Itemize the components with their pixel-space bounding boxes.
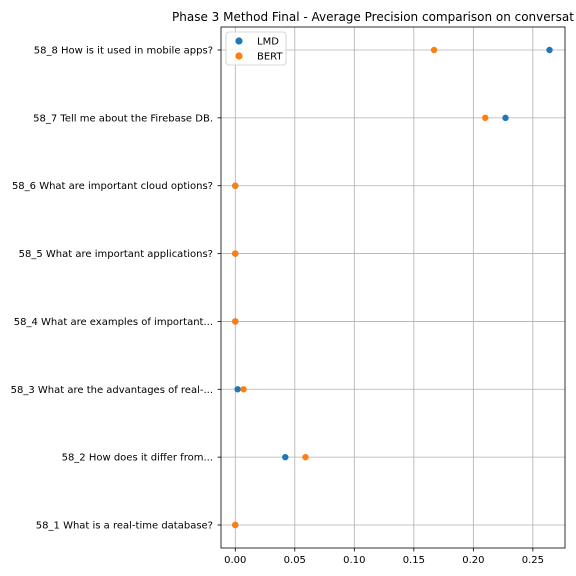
legend-label-lmd: LMD	[257, 37, 279, 48]
legend-label-bert: BERT	[257, 52, 283, 63]
plot-frame	[220, 26, 566, 549]
x-tick-label: 0.25	[522, 555, 544, 566]
y-tick-label: 58_6 What are important cloud options?	[12, 181, 213, 192]
data-point-bert	[232, 521, 239, 529]
x-tick-label: 0.10	[343, 555, 365, 566]
legend-marker-lmd	[235, 37, 243, 45]
y-axis: 58_1 What is a real-time database? 58_2 H…	[11, 46, 221, 532]
data-point-lmd	[282, 453, 289, 461]
x-axis: 0.00 0.05 0.10 0.15 0.20 0.25	[224, 548, 544, 566]
chart-title: Phase 3 Method Final - Average Precision…	[172, 10, 574, 24]
data-point-bert	[302, 453, 309, 461]
data-point-lmd	[546, 46, 553, 54]
data-points	[232, 46, 553, 529]
y-tick-label: 58_4 What are examples of important...	[14, 317, 213, 328]
data-point-lmd	[234, 386, 241, 393]
y-tick-label: 58_7 Tell me about the Firebase DB.	[33, 113, 213, 124]
x-tick-label: 0.00	[224, 555, 246, 566]
y-tick-label: 58_5 What are important applications?	[19, 249, 213, 260]
y-tick-label: 58_8 How is it used in mobile apps?	[34, 46, 213, 57]
legend: LMD BERT	[225, 31, 287, 66]
legend-marker-bert	[235, 52, 243, 60]
x-tick-label: 0.15	[403, 555, 425, 566]
y-tick-label: 58_3 What are the advantages of real-...	[11, 385, 213, 396]
data-point-bert	[232, 250, 239, 257]
x-tick-label: 0.05	[284, 555, 306, 566]
y-tick-label: 58_1 What is a real-time database?	[36, 521, 213, 532]
data-point-bert	[482, 114, 489, 122]
data-point-bert	[240, 386, 247, 393]
y-tick-label: 58_2 How does it differ from...	[62, 453, 213, 464]
x-tick-label: 0.20	[462, 555, 484, 566]
data-point-bert	[232, 318, 239, 325]
data-point-bert	[232, 182, 239, 189]
data-point-bert	[430, 46, 438, 54]
data-point-lmd	[502, 114, 509, 122]
